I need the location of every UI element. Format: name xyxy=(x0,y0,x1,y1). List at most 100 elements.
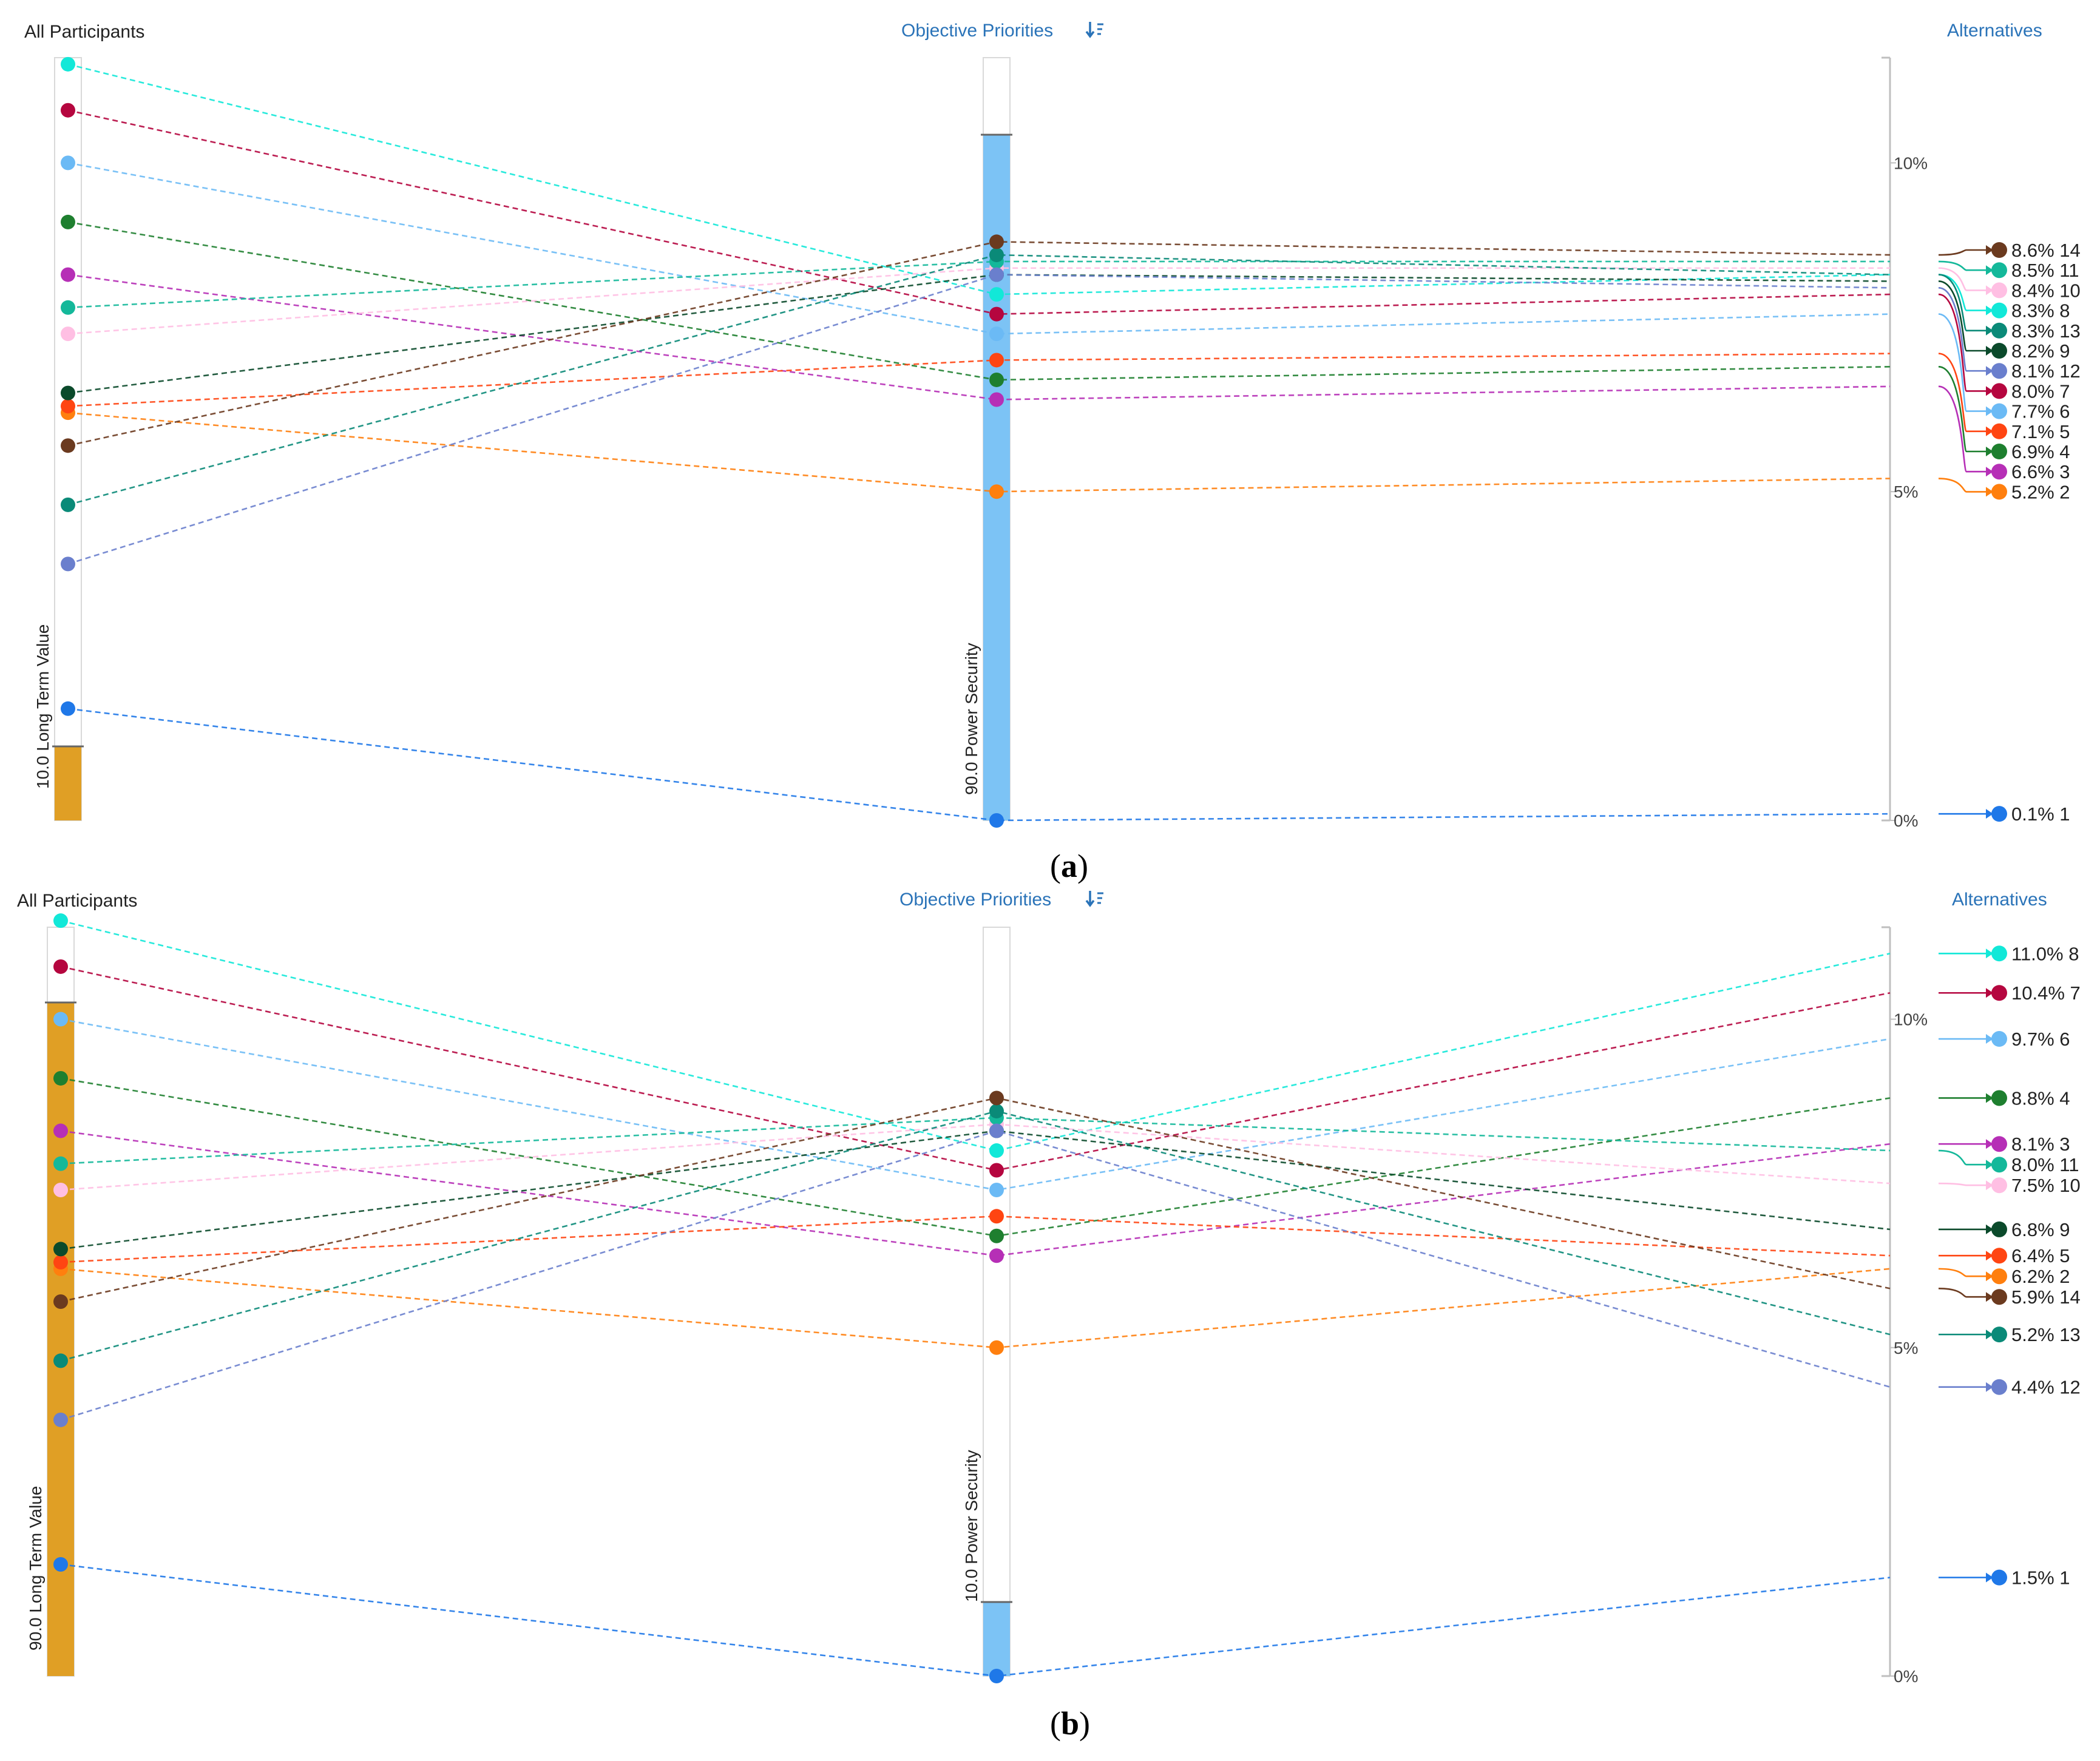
panel-caption-a: (a) xyxy=(1050,848,1088,884)
left-point-10 xyxy=(53,1182,68,1197)
alternative-label-10: 8.4% 10 xyxy=(2011,280,2081,301)
connector-12 xyxy=(1938,286,1990,372)
middle-point-13 xyxy=(989,1104,1004,1119)
left-point-14 xyxy=(53,1294,68,1309)
connector-14 xyxy=(1938,249,1990,256)
middle-axis-track xyxy=(983,927,1011,1677)
middle-weight-bar xyxy=(983,1602,1010,1676)
y-tick-label: 5% xyxy=(1894,482,1918,501)
alternative-dot-6 xyxy=(1991,403,2007,419)
y-tick-label: 5% xyxy=(1894,1339,1918,1357)
connector-arrow-10 xyxy=(1986,1180,1993,1191)
middle-point-4 xyxy=(989,372,1004,387)
alternative-label-8: 11.0% 8 xyxy=(2011,943,2079,964)
alternative-dot-5 xyxy=(1991,423,2007,439)
alternative-dot-12 xyxy=(1991,363,2007,379)
series-line-5 xyxy=(67,353,1891,407)
connector-arrow-13 xyxy=(1986,1330,1993,1340)
alternative-dot-8 xyxy=(1991,945,2007,962)
alternative-label-14: 5.9% 14 xyxy=(2011,1286,2081,1308)
left-point-5 xyxy=(53,1255,68,1270)
participants-header[interactable]: All Participants xyxy=(24,22,144,42)
middle-point-12 xyxy=(989,267,1004,282)
objective-priorities-header[interactable]: Objective Priorities xyxy=(901,21,1053,41)
connector-10 xyxy=(1938,267,1990,291)
left-point-4 xyxy=(53,1070,68,1086)
connector-arrow-8 xyxy=(1986,948,1993,959)
connector-arrow-10 xyxy=(1986,285,1993,296)
left-axis-label: 10.0 Long Term Value xyxy=(33,624,52,789)
middle-point-12 xyxy=(989,1123,1004,1138)
left-point-12 xyxy=(61,556,75,572)
connector-14 xyxy=(1938,1288,1990,1298)
connector-arrow-4 xyxy=(1986,447,1993,456)
left-point-7 xyxy=(61,103,75,118)
sort-icon[interactable] xyxy=(1085,22,1103,38)
alternative-dot-2 xyxy=(1991,1268,2007,1285)
alternative-dot-1 xyxy=(1991,1569,2007,1586)
left-weight-bar xyxy=(47,1002,74,1676)
middle-point-14 xyxy=(989,1090,1004,1106)
connector-8 xyxy=(1938,274,1990,311)
alternative-dot-11 xyxy=(1991,1157,2007,1173)
alternatives-header[interactable]: Alternatives xyxy=(1947,21,2042,41)
alternative-dot-14 xyxy=(1991,1289,2007,1305)
alternative-label-4: 6.9% 4 xyxy=(2011,441,2070,462)
y-tick-label: 0% xyxy=(1894,1667,1918,1686)
left-point-13 xyxy=(61,497,75,512)
middle-point-4 xyxy=(989,1228,1004,1243)
alternative-dot-12 xyxy=(1991,1379,2007,1395)
left-point-11 xyxy=(53,1156,68,1171)
alternative-label-2: 5.2% 2 xyxy=(2011,481,2070,502)
middle-point-7 xyxy=(989,306,1004,322)
left-point-14 xyxy=(61,438,75,453)
connector-arrow-13 xyxy=(1986,325,1993,336)
alternative-dot-4 xyxy=(1991,1090,2007,1106)
connector-arrow-14 xyxy=(1986,245,1993,255)
series-line-6 xyxy=(67,162,1891,335)
series-line-3 xyxy=(67,274,1891,401)
y-tick-label: 10% xyxy=(1894,1010,1928,1029)
series-line-9 xyxy=(67,274,1891,394)
connector-arrow-6 xyxy=(1986,1034,1993,1044)
alternative-dot-4 xyxy=(1991,444,2007,459)
connector-arrow-4 xyxy=(1986,1093,1993,1103)
alternative-dot-13 xyxy=(1991,322,2007,339)
series-line-13 xyxy=(60,1110,1891,1362)
y-tick-label: 10% xyxy=(1894,154,1928,172)
alternative-label-1: 0.1% 1 xyxy=(2011,803,2070,825)
connector-arrow-3 xyxy=(1986,1139,1993,1149)
alternative-dot-9 xyxy=(1991,1221,2007,1237)
series-line-14 xyxy=(67,241,1891,447)
sort-icon[interactable] xyxy=(1085,891,1103,907)
alternative-label-4: 8.8% 4 xyxy=(2011,1087,2070,1109)
middle-axis-label: 90.0 Power Security xyxy=(962,643,981,795)
left-weight-bar xyxy=(55,746,81,820)
alternative-label-7: 10.4% 7 xyxy=(2011,982,2081,1004)
connector-arrow-5 xyxy=(1986,426,1993,436)
connector-arrow-7 xyxy=(1986,386,1993,396)
connector-arrow-14 xyxy=(1986,1292,1993,1302)
alternative-dot-5 xyxy=(1991,1248,2007,1264)
middle-point-7 xyxy=(989,1163,1004,1178)
alternative-label-3: 8.1% 3 xyxy=(2011,1134,2070,1155)
objective-priorities-header[interactable]: Objective Priorities xyxy=(899,890,1051,910)
middle-point-8 xyxy=(989,1143,1004,1158)
connector-13 xyxy=(1938,274,1990,332)
series-line-1 xyxy=(67,708,1891,822)
middle-point-1 xyxy=(989,813,1004,828)
alternative-label-11: 8.5% 11 xyxy=(2011,260,2079,281)
middle-point-14 xyxy=(989,234,1004,249)
connector-arrow-11 xyxy=(1986,265,1993,275)
alternative-dot-7 xyxy=(1991,985,2007,1001)
alternatives-header[interactable]: Alternatives xyxy=(1952,890,2047,910)
middle-point-13 xyxy=(989,248,1004,263)
alternative-dot-13 xyxy=(1991,1327,2007,1343)
connector-9 xyxy=(1938,280,1990,352)
alternative-dot-10 xyxy=(1991,282,2007,299)
participants-header[interactable]: All Participants xyxy=(17,891,137,911)
left-point-9 xyxy=(61,385,75,401)
alternative-label-5: 6.4% 5 xyxy=(2011,1245,2070,1266)
alternative-dot-8 xyxy=(1991,302,2007,319)
